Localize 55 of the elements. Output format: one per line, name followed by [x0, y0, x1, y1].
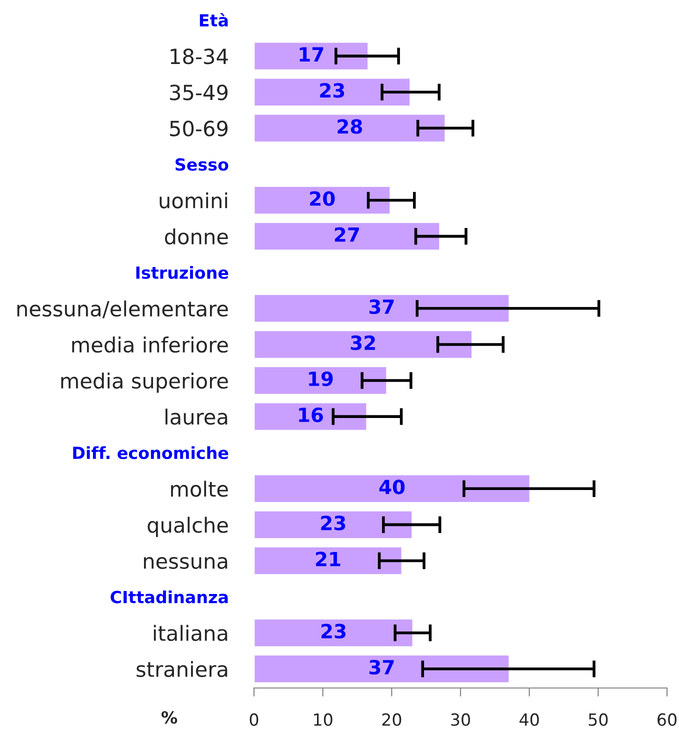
y-tick-label: 18-34 [170, 48, 228, 64]
x-tick-label: 20 [382, 713, 402, 726]
y-tick-label: CIttadinanza [110, 590, 228, 604]
data-label: 16 [299, 408, 323, 422]
bar [254, 294, 510, 324]
bar [254, 186, 391, 216]
data-label: 23 [320, 83, 344, 98]
y-tick-label: straniera [136, 660, 228, 678]
y-tick-label: nessuna [144, 557, 228, 569]
y-tick-label: 35-49 [170, 84, 228, 100]
data-label: 23 [321, 516, 346, 530]
x-tick-label: 60 [658, 713, 676, 726]
y-tick-label: Istruzione [136, 266, 228, 279]
y-tick-label: qualche [148, 516, 228, 537]
data-label: 37 [369, 299, 394, 314]
y-tick-label: Sesso [176, 158, 228, 171]
x-tick-label: 40 [520, 713, 539, 726]
y-tick-label: donne [164, 228, 228, 245]
y-tick-label: laurea [166, 408, 228, 425]
x-tick-label: 30 [451, 713, 470, 726]
y-tick-label: Diff. economiche [73, 446, 228, 460]
data-label: 27 [334, 227, 359, 242]
bar [254, 77, 411, 107]
bar [254, 330, 473, 360]
y-tick-label: molte [171, 480, 228, 497]
bar [254, 222, 441, 252]
x-tick-label: 0 [250, 713, 258, 726]
y-tick-label: nessuna/elementare [17, 300, 228, 318]
data-label: 20 [310, 191, 335, 206]
bar [254, 474, 531, 504]
data-label: 40 [379, 480, 405, 494]
y-tick-label: italiana [154, 624, 228, 642]
y-tick-label: media inferiore [72, 336, 228, 353]
y-tick-label: Età [200, 13, 228, 27]
data-label: 19 [309, 371, 333, 386]
data-label: 23 [322, 624, 346, 638]
data-label: 32 [350, 335, 375, 350]
bar [254, 546, 403, 576]
x-tick-label: 50 [588, 713, 608, 726]
bar [254, 510, 414, 540]
y-tick-label: media superiore [61, 372, 228, 393]
bar [254, 618, 414, 648]
data-label: 28 [338, 119, 362, 134]
data-label: 17 [300, 47, 324, 62]
data-label: 21 [316, 552, 340, 566]
y-tick-label: uomini [160, 192, 228, 208]
bar [254, 366, 388, 396]
bar [254, 654, 510, 684]
data-label: 37 [369, 660, 394, 675]
x-tick-label: 10 [314, 713, 332, 726]
y-tick-label: 50-69 [170, 120, 228, 136]
bar [254, 41, 369, 71]
bar [254, 402, 368, 432]
x-axis-title: % [162, 711, 178, 724]
bar [254, 113, 446, 143]
